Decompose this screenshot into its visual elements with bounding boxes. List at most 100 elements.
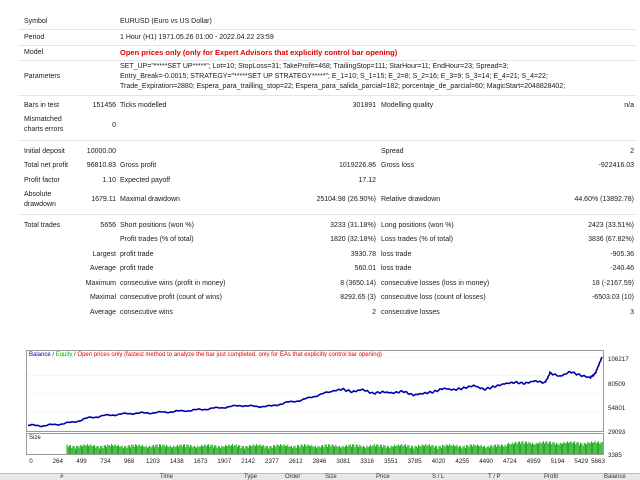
expected-payoff-value: 17.12 bbox=[358, 177, 376, 184]
profit-factor-label: Profit factor bbox=[24, 177, 60, 184]
x-tick-label: 1907 bbox=[217, 458, 232, 465]
size-label: Size bbox=[29, 435, 41, 441]
avg-cons-losses-label: consecutive losses bbox=[381, 309, 440, 316]
col-order[interactable]: Order bbox=[285, 474, 301, 480]
maximal-cons-profit-label: consecutive profit (count of wins) bbox=[120, 294, 222, 301]
profit-trades-value: 1820 (32.18%) bbox=[330, 236, 376, 243]
parameters-label: Parameters bbox=[24, 73, 61, 80]
spread-value: 2 bbox=[630, 148, 634, 155]
x-tick-label: 0 bbox=[29, 458, 33, 465]
largest-profit-value: 3930.78 bbox=[350, 251, 376, 258]
short-positions-label: Short positions (won %) bbox=[120, 222, 194, 229]
series-line-balance bbox=[28, 356, 603, 428]
legend-separator: / bbox=[50, 352, 56, 358]
avg-cons-wins-value: 2 bbox=[372, 309, 376, 316]
net-profit-value: 96810.83 bbox=[86, 162, 116, 169]
abs-drawdown-label: drawdown bbox=[24, 201, 56, 208]
x-tick-label: 5663 bbox=[591, 458, 605, 465]
abs-drawdown-label: Absolute bbox=[24, 191, 52, 198]
average-loss-label: loss trade bbox=[381, 265, 412, 272]
x-tick-label: 2846 bbox=[312, 458, 327, 465]
y-tick-label: 29093 bbox=[608, 429, 626, 436]
model-label: Model bbox=[24, 49, 44, 56]
symbol-label: Symbol bbox=[24, 18, 48, 25]
x-tick-label: 5194 bbox=[550, 458, 565, 465]
maximum-label: Maximum bbox=[85, 280, 116, 287]
size-bars-path bbox=[66, 441, 603, 454]
legend-note: Open prices only (fastest method to anal… bbox=[77, 352, 382, 358]
gross-loss-label: Gross loss bbox=[381, 162, 415, 169]
max-cons-losses-label: consecutive losses (loss in money) bbox=[381, 280, 490, 287]
legend-balance: Balance bbox=[29, 352, 51, 358]
col-sl[interactable]: S / L bbox=[432, 474, 445, 480]
largest-loss-value: -905.36 bbox=[610, 251, 634, 258]
x-tick-label: 3551 bbox=[384, 458, 398, 465]
divider bbox=[18, 29, 636, 30]
x-tick-label: 499 bbox=[76, 458, 87, 465]
ticks-label: Ticks modelled bbox=[120, 102, 167, 109]
col-tp[interactable]: T / P bbox=[488, 474, 501, 480]
x-tick-label: 1203 bbox=[146, 458, 160, 465]
max-cons-wins-value: 8 (3650.14) bbox=[340, 280, 376, 287]
loss-trades-label: Loss trades (% of total) bbox=[381, 236, 453, 243]
model-value: Open prices only (only for Expert Adviso… bbox=[120, 48, 398, 57]
parameters-line: Trade_Expiration=2880; Espera_para_trail… bbox=[120, 83, 566, 90]
largest-profit-label: profit trade bbox=[120, 251, 154, 258]
x-tick-label: 5429 bbox=[574, 458, 589, 465]
average-loss-value: -240.46 bbox=[610, 265, 634, 272]
mismatch-label: Mismatched bbox=[24, 116, 62, 123]
mismatch-value: 0 bbox=[112, 122, 116, 129]
x-tick-label: 4020 bbox=[431, 458, 446, 465]
rel-drawdown-value: 44.60% (13892.78) bbox=[574, 196, 634, 203]
abs-drawdown-value: 1679.11 bbox=[91, 196, 116, 203]
parameters-line: SET_UP="*****SET UP*****"; Lot=10; StopL… bbox=[120, 63, 509, 70]
col-profit[interactable]: Profit bbox=[544, 474, 559, 480]
initial-deposit-label: Initial deposit bbox=[24, 148, 65, 155]
max-cons-wins-label: consecutive wins (profit in money) bbox=[120, 280, 226, 287]
col-type[interactable]: Type bbox=[244, 474, 258, 480]
x-tick-label: 3316 bbox=[360, 458, 374, 465]
x-tick-label: 3081 bbox=[336, 458, 351, 465]
x-tick-label: 2612 bbox=[288, 458, 303, 465]
x-tick-label: 2142 bbox=[241, 458, 255, 465]
x-tick-label: 4724 bbox=[502, 458, 517, 465]
average-label: Average bbox=[90, 265, 116, 272]
divider bbox=[18, 95, 636, 96]
gross-profit-value: 1019226.86 bbox=[339, 162, 376, 169]
chart-legend: Balance / Equity / Open prices only (fas… bbox=[29, 352, 382, 358]
y-tick-label: 54801 bbox=[608, 405, 626, 412]
col-price[interactable]: Price bbox=[376, 474, 390, 480]
average2-label: Average bbox=[90, 309, 116, 316]
col-balance[interactable]: Balance bbox=[604, 474, 626, 480]
maximal-cons-profit-value: 8292.65 (3) bbox=[340, 294, 376, 301]
max-cons-losses-value: 18 (-2167.59) bbox=[591, 280, 634, 287]
largest-loss-label: loss trade bbox=[381, 251, 412, 258]
y-tick-label: 106217 bbox=[608, 356, 629, 363]
average-profit-label: profit trade bbox=[120, 265, 154, 272]
size-bars bbox=[66, 441, 603, 454]
divider bbox=[18, 45, 636, 46]
col-number[interactable]: # bbox=[60, 474, 64, 480]
spread-label: Spread bbox=[381, 148, 404, 155]
max-drawdown-value: 25104.98 (26.90%) bbox=[316, 196, 376, 203]
period-label: Period bbox=[24, 34, 45, 41]
ticks-value: 301891 bbox=[352, 102, 376, 109]
x-tick-label: 1438 bbox=[169, 458, 184, 465]
col-time[interactable]: Time bbox=[160, 474, 174, 480]
rel-drawdown-label: Relative drawdown bbox=[381, 196, 441, 203]
total-trades-value: 5656 bbox=[100, 222, 116, 229]
quality-label: Modelling quality bbox=[381, 102, 434, 109]
expected-payoff-label: Expected payoff bbox=[120, 177, 171, 184]
x-tick-label: 4959 bbox=[526, 458, 541, 465]
loss-trades-value: 3836 (67.82%) bbox=[588, 236, 634, 243]
parameters-line: Entry_Break=-0.0015; STRATEGY="*****SET … bbox=[120, 73, 548, 80]
legend-equity: Equity bbox=[55, 352, 73, 358]
avg-cons-losses-value: 3 bbox=[630, 309, 634, 316]
gross-profit-label: Gross profit bbox=[120, 162, 157, 169]
col-size[interactable]: Size bbox=[325, 474, 337, 480]
maximal-cons-loss-value: -6503.03 (10) bbox=[591, 294, 634, 301]
bars-value: 151456 bbox=[92, 102, 116, 109]
period-value: 1 Hour (H1) 1971.05.26 01:00 - 2022.04.2… bbox=[120, 34, 274, 41]
x-tick-label: 2377 bbox=[265, 458, 279, 465]
long-positions-value: 2423 (33.51%) bbox=[588, 222, 634, 229]
